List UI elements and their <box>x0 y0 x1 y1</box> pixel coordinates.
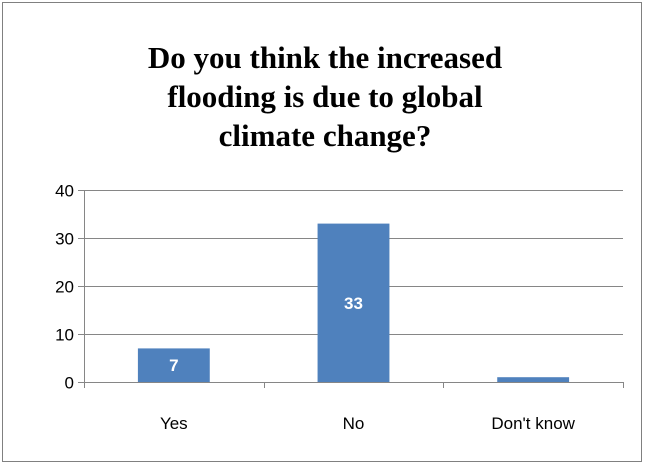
x-category-label: Don't know <box>491 414 575 433</box>
y-tick-label: 30 <box>55 230 74 249</box>
y-tick-label: 10 <box>55 326 74 345</box>
bar-0 <box>137 348 210 382</box>
labels: 0 10 20 30 40 Yes 7 No 33 Don't know <box>55 182 576 434</box>
data-label: 33 <box>344 294 363 313</box>
y-tick-label: 20 <box>55 278 74 297</box>
y-tick-label: 0 <box>65 374 74 393</box>
data-label: 7 <box>169 356 178 375</box>
bars <box>137 223 570 382</box>
axes <box>78 190 624 388</box>
bar-1 <box>317 223 390 382</box>
x-category-label: Yes <box>160 414 188 433</box>
x-category-label: No <box>343 414 365 433</box>
bar-2 <box>497 377 570 382</box>
y-tick-label: 40 <box>55 182 74 201</box>
chart-title: Do you think the increased flooding is d… <box>147 40 503 153</box>
